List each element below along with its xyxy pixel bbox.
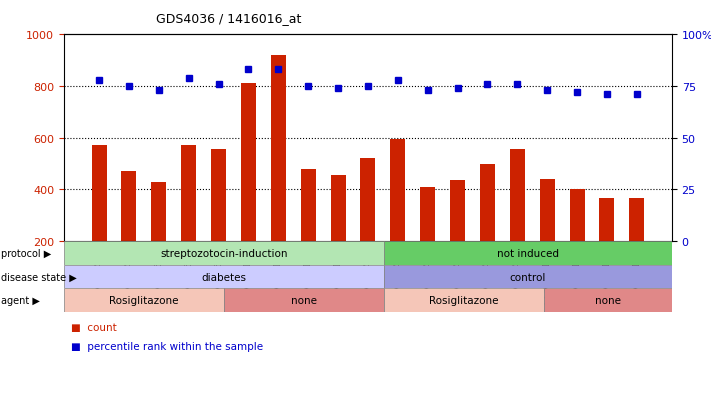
Bar: [384, 242, 672, 265]
Bar: [301, 169, 316, 242]
Text: control: control: [510, 272, 546, 282]
Bar: [599, 199, 614, 242]
Bar: [181, 146, 196, 242]
Bar: [384, 289, 544, 312]
Text: Rosiglitazone: Rosiglitazone: [109, 295, 178, 306]
Text: streptozotocin-induction: streptozotocin-induction: [160, 248, 288, 259]
Bar: [510, 150, 525, 242]
Bar: [271, 56, 286, 242]
Text: agent ▶: agent ▶: [1, 295, 40, 306]
Bar: [64, 265, 384, 289]
Text: not induced: not induced: [497, 248, 559, 259]
Bar: [224, 289, 384, 312]
Bar: [360, 159, 375, 242]
Text: disease state ▶: disease state ▶: [1, 272, 77, 282]
Bar: [122, 172, 137, 242]
Bar: [629, 199, 644, 242]
Text: GDS4036 / 1416016_at: GDS4036 / 1416016_at: [156, 12, 301, 25]
Bar: [331, 176, 346, 242]
Text: ■  percentile rank within the sample: ■ percentile rank within the sample: [71, 341, 263, 351]
Bar: [241, 84, 256, 242]
Bar: [64, 289, 224, 312]
Text: protocol ▶: protocol ▶: [1, 248, 51, 259]
Bar: [450, 181, 465, 242]
Bar: [151, 182, 166, 242]
Bar: [570, 190, 584, 242]
Bar: [480, 164, 495, 242]
Text: none: none: [291, 295, 317, 306]
Bar: [384, 265, 672, 289]
Text: diabetes: diabetes: [201, 272, 247, 282]
Bar: [64, 242, 384, 265]
Bar: [420, 188, 435, 242]
Text: Rosiglitazone: Rosiglitazone: [429, 295, 498, 306]
Bar: [390, 140, 405, 242]
Bar: [540, 180, 555, 242]
Bar: [544, 289, 672, 312]
Text: ■  count: ■ count: [71, 323, 117, 332]
Bar: [211, 150, 226, 242]
Text: none: none: [595, 295, 621, 306]
Bar: [92, 146, 107, 242]
